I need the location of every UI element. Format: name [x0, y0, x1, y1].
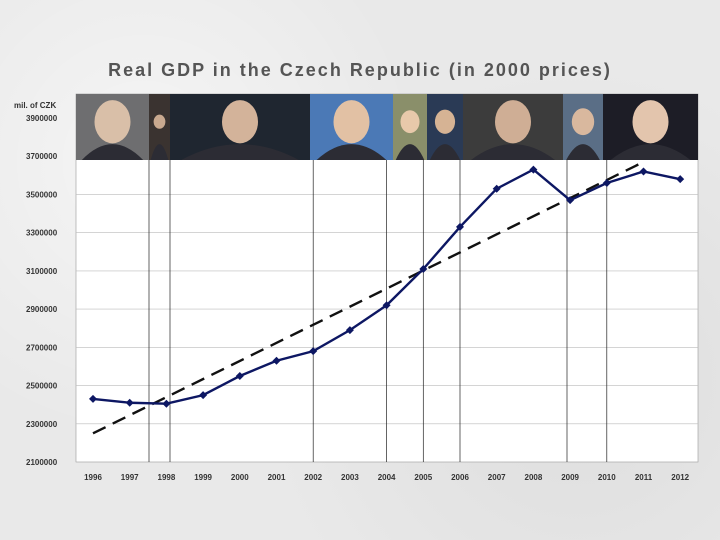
x-tick-label: 1999: [194, 473, 212, 482]
y-tick-label: 3900000: [26, 114, 58, 123]
portrait-face: [153, 114, 166, 129]
data-point: [125, 398, 134, 407]
portrait-3: [170, 94, 310, 160]
x-tick-label: 2010: [598, 473, 616, 482]
x-tick-label: 2011: [635, 473, 653, 482]
trend-dashed-line: [92, 160, 645, 435]
y-axis-ticks: 2100000 2300000 2500000 2700000 2900000 31000…: [26, 114, 58, 467]
portrait-6: [427, 94, 463, 160]
portrait-suit: [566, 144, 600, 160]
y-tick-label: 2100000: [26, 458, 58, 467]
portrait-face: [632, 100, 669, 144]
data-point: [676, 175, 685, 184]
data-point: [309, 347, 318, 356]
x-tick-label: 2000: [231, 473, 249, 482]
y-tick-label: 2300000: [26, 420, 58, 429]
y-tick-label: 3700000: [26, 152, 58, 161]
x-tick-label: 2002: [304, 473, 322, 482]
portrait-7: [463, 94, 563, 160]
x-tick-label: 2012: [671, 473, 689, 482]
data-point: [382, 301, 391, 310]
data-point: [492, 184, 501, 193]
portrait-suit: [429, 144, 461, 160]
chart-title: Real GDP in the Czech Republic (in 2000 …: [108, 60, 612, 80]
portrait-face: [495, 100, 531, 144]
data-point: [639, 167, 648, 176]
portrait-8: [563, 94, 603, 160]
portrait-face: [434, 109, 456, 134]
x-tick-label: 1997: [121, 473, 139, 482]
portrait-strip: [76, 94, 698, 160]
portrait-face: [222, 100, 258, 144]
data-point: [89, 394, 97, 403]
x-tick-label: 1996: [84, 473, 102, 482]
data-point: [419, 264, 428, 273]
data-point: [566, 196, 575, 205]
portrait-face: [333, 100, 370, 144]
x-tick-label: 2006: [451, 473, 469, 482]
portrait-2: [149, 94, 170, 160]
portrait-face: [571, 108, 595, 136]
trend-line: [92, 160, 645, 435]
gridlines: [76, 117, 698, 463]
portrait-suit: [150, 144, 169, 160]
portrait-suit: [181, 144, 299, 160]
portrait-suit: [81, 144, 144, 160]
x-tick-label: 2003: [341, 473, 359, 482]
y-tick-label: 2500000: [26, 382, 58, 391]
data-point: [235, 372, 244, 380]
portrait-4: [310, 94, 393, 160]
y-tick-label: 2900000: [26, 305, 58, 314]
x-tick-label: 2008: [525, 473, 543, 482]
data-point: [162, 399, 171, 408]
portrait-1: [76, 94, 149, 160]
x-tick-label: 2009: [561, 473, 579, 482]
x-tick-label: 2001: [268, 473, 286, 482]
y-axis-label: mil. of CZK: [14, 101, 56, 110]
portrait-5: [393, 94, 427, 160]
data-point: [602, 178, 611, 187]
portrait-suit: [471, 144, 555, 160]
y-tick-label: 2700000: [26, 343, 58, 352]
portrait-suit: [610, 144, 691, 160]
data-point: [272, 356, 281, 365]
y-tick-label: 3300000: [26, 229, 58, 238]
x-tick-label: 1998: [158, 473, 176, 482]
x-tick-label: 2004: [378, 473, 396, 482]
portrait-face: [94, 100, 131, 144]
portrait-suit: [316, 144, 387, 160]
data-point: [456, 222, 464, 231]
y-tick-label: 3500000: [26, 190, 58, 199]
portrait-face: [400, 110, 420, 134]
x-axis-ticks: 1996 1997 1998 1999 2000 2001 2002 2003 2004 2005…: [84, 473, 690, 482]
vertical-markers: [148, 160, 608, 462]
portrait-suit: [395, 144, 425, 160]
data-point: [345, 326, 354, 335]
x-tick-label: 2005: [414, 473, 432, 482]
portrait-9: [603, 94, 698, 160]
data-point: [529, 165, 538, 174]
x-tick-label: 2007: [488, 473, 506, 482]
y-tick-label: 3100000: [26, 267, 58, 276]
data-point: [199, 391, 208, 400]
gdp-series: [89, 165, 685, 408]
